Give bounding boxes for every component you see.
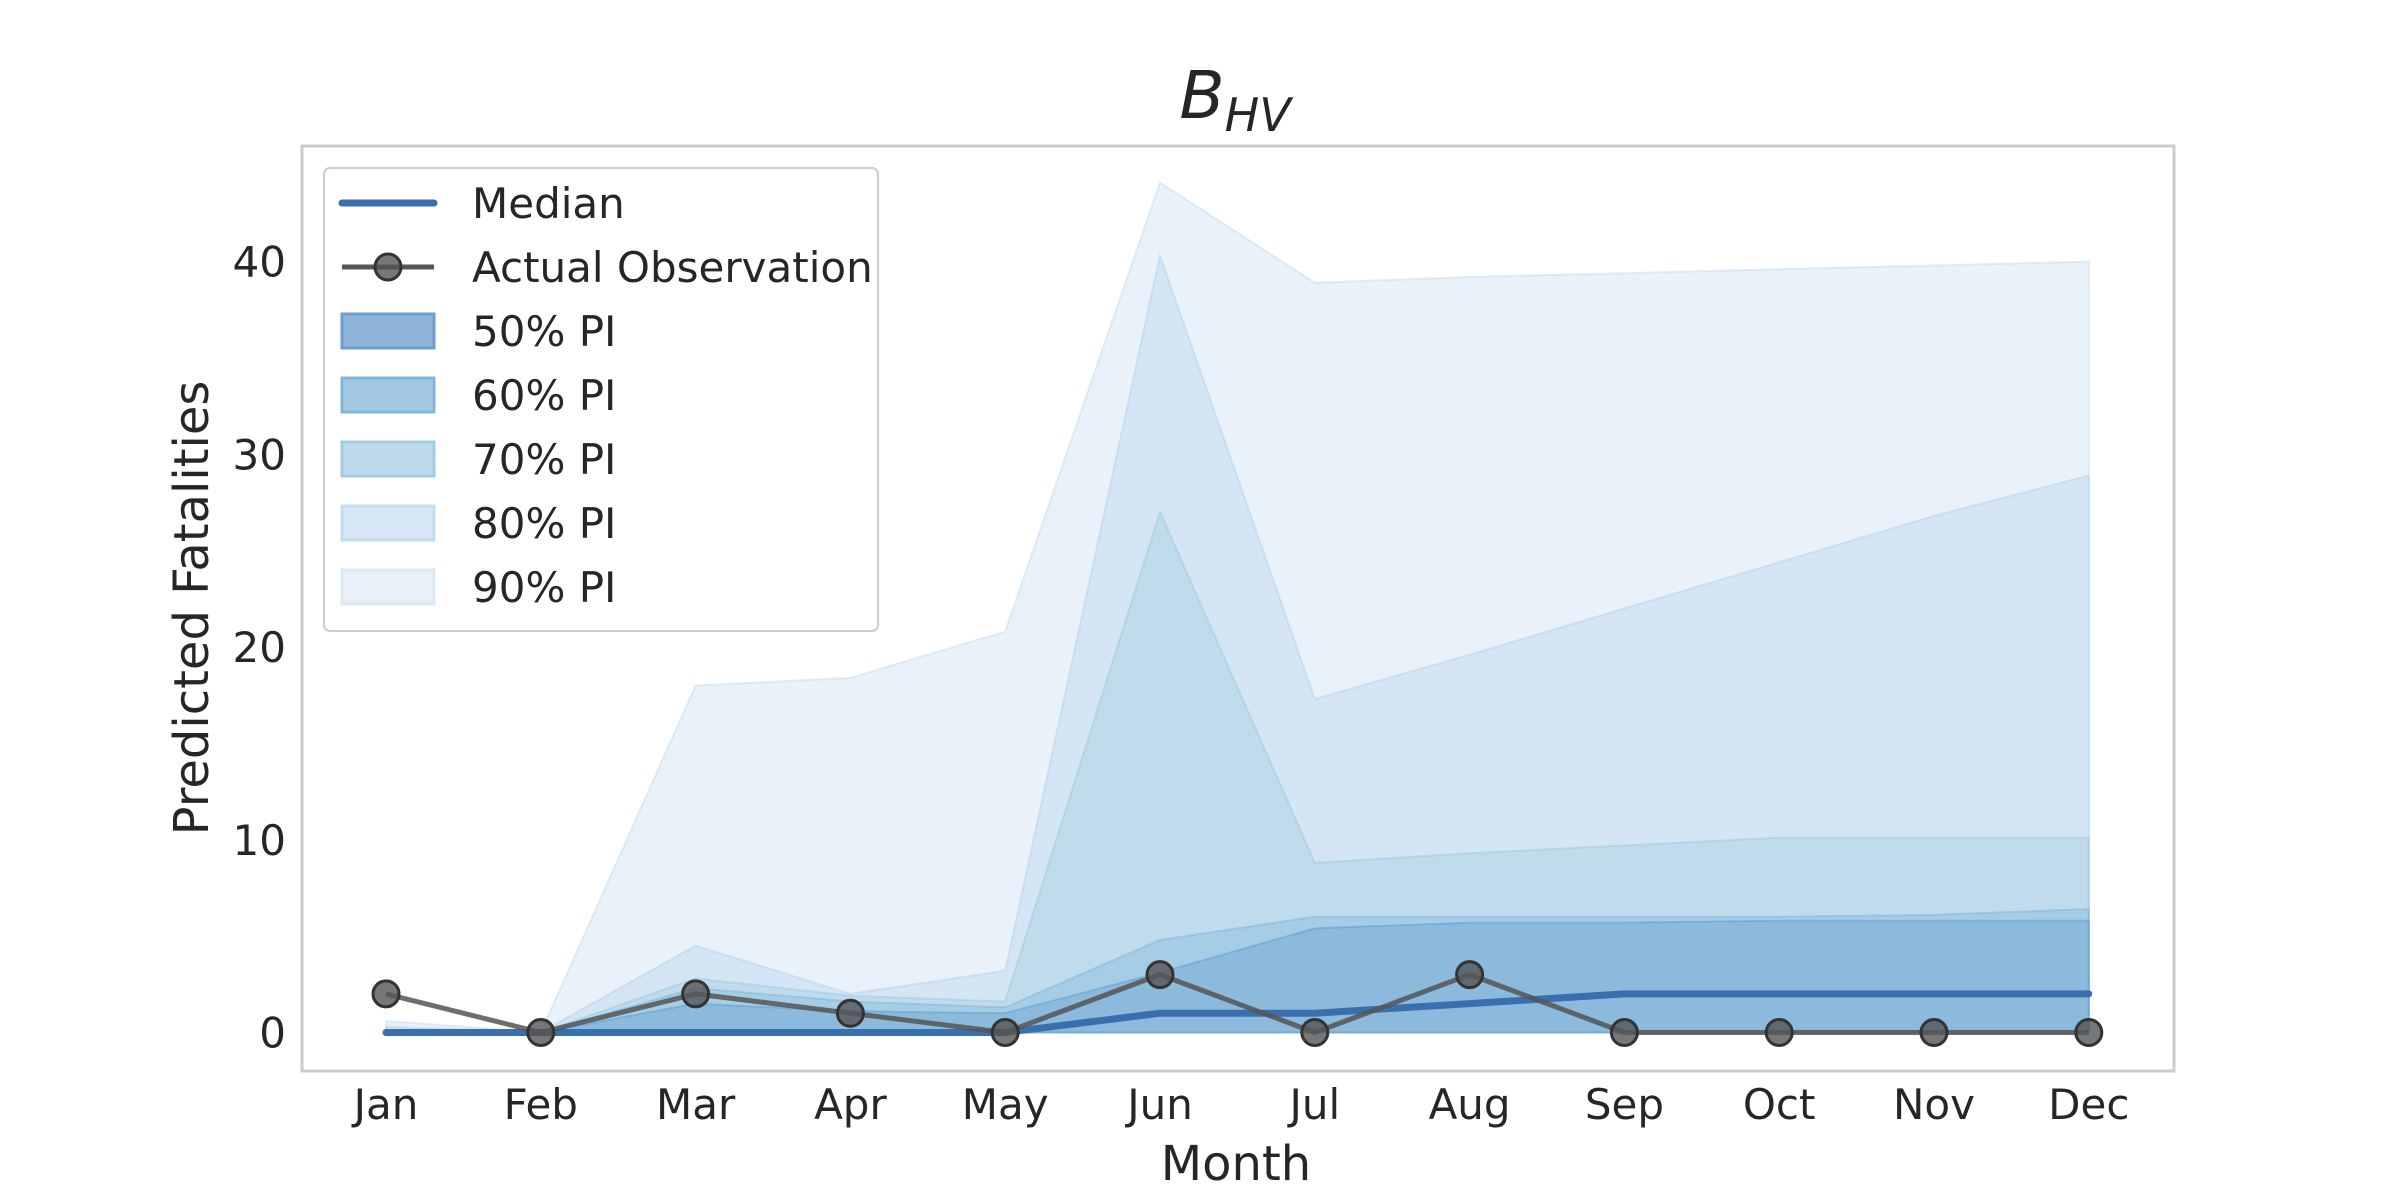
legend-90-pi-label: 90% PI [472, 563, 616, 612]
y-tick-label: 10 [233, 816, 286, 865]
actual-observation-point [1455, 960, 1485, 990]
y-axis-label: Predicted Fatalities [164, 381, 220, 836]
legend-70-pi-swatch [340, 440, 436, 478]
actual-observation-point [526, 1018, 556, 1047]
x-tick-label: Nov [1893, 1080, 1975, 1129]
legend-80-pi-label: 80% PI [472, 499, 616, 548]
actual-observation-point [1764, 1018, 1794, 1047]
chart-title-main: B [1179, 57, 1224, 134]
prediction-interval-bands [385, 181, 2090, 1034]
actual-observation-point [990, 1018, 1020, 1047]
legend-median-label: Median [472, 179, 625, 228]
actual-observation-point [681, 979, 711, 1009]
actual-observation-point [2074, 1018, 2104, 1047]
x-tick-label: May [962, 1080, 1049, 1129]
x-tick-label: Mar [656, 1080, 736, 1129]
x-axis-ticks: Jan Feb Mar Apr May Jun Jul Aug Sep Oct Nov Dec [351, 1080, 2130, 1129]
chart-title: BHV [1179, 57, 1294, 142]
actual-observation-line [385, 972, 2089, 1035]
x-tick-label: Aug [1429, 1080, 1511, 1129]
x-tick-label: Apr [814, 1080, 887, 1129]
actual-observation-point [1300, 1018, 1330, 1047]
x-axis-label: Month [1161, 1136, 1311, 1192]
actual-observation-point [371, 979, 401, 1009]
x-tick-label: Feb [504, 1080, 578, 1129]
x-tick-label: Jul [1286, 1080, 1340, 1129]
x-tick-label: Jun [1124, 1080, 1193, 1129]
actual-observation-point [835, 998, 865, 1028]
chart-title-sub: HV [1225, 88, 1295, 142]
legend-observation-swatch-marker [373, 252, 403, 282]
legend-frame [323, 167, 879, 632]
series-lines [371, 960, 2104, 1047]
y-tick-label: 30 [233, 430, 286, 479]
legend-80-pi-swatch [340, 504, 436, 542]
legend-50-pi-swatch [340, 312, 436, 350]
legend-70-pi-label: 70% PI [472, 435, 616, 484]
x-tick-label: Sep [1585, 1080, 1664, 1129]
actual-observation-point [1609, 1018, 1639, 1047]
y-tick-label: 0 [259, 1009, 286, 1058]
legend-60-pi-label: 60% PI [472, 371, 616, 420]
x-tick-label: Jan [351, 1080, 419, 1129]
legend-50-pi-label: 50% PI [472, 307, 616, 356]
legend: Median Actual Observation 50% PI 60% PI 70% … [323, 167, 879, 632]
x-tick-label: Oct [1743, 1080, 1816, 1129]
x-tick-label: Dec [2048, 1080, 2129, 1129]
median-line [382, 990, 2093, 1036]
y-tick-label: 40 [233, 238, 286, 287]
y-axis-ticks: 0 10 20 30 40 [233, 238, 286, 1058]
legend-60-pi-swatch [340, 376, 436, 414]
actual-observation-point [1145, 960, 1175, 990]
actual-observation-point [1919, 1018, 1949, 1047]
legend-actual-observation-label: Actual Observation [472, 243, 873, 292]
y-tick-label: 20 [233, 623, 286, 672]
legend-90-pi-swatch [340, 568, 436, 606]
